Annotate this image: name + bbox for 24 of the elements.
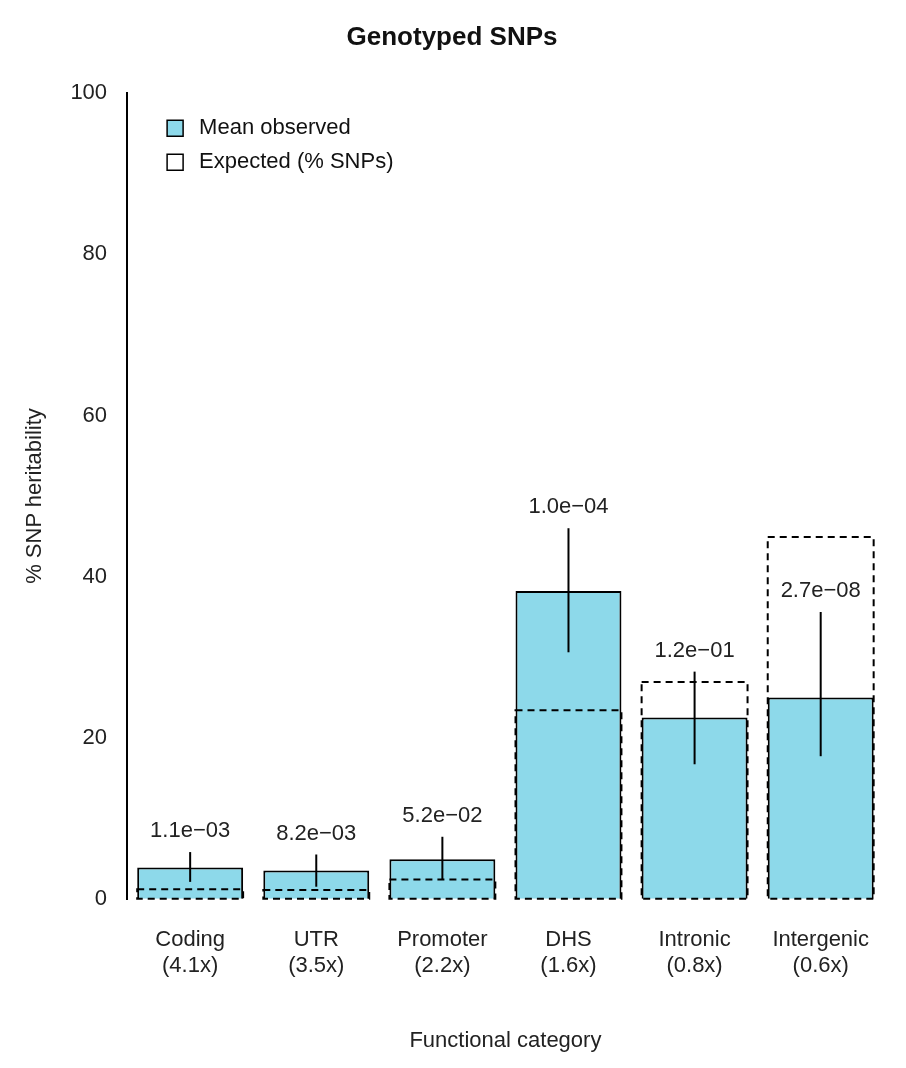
x-tick-label: Intergenic (0.6x)	[772, 926, 869, 978]
x-tick-label: DHS (1.6x)	[540, 926, 597, 978]
y-axis-title: % SNP heritability	[21, 408, 47, 584]
annotation: 1.1e−03	[150, 817, 231, 843]
legend-label: Mean observed	[199, 114, 351, 140]
annotation: 5.2e−02	[402, 801, 483, 827]
y-tick-label: 20	[82, 723, 108, 749]
y-tick-label: 40	[82, 562, 108, 588]
x-axis-title: Functional category	[409, 1026, 602, 1052]
y-tick-label: 60	[82, 401, 108, 427]
x-tick-label: Coding (4.1x)	[155, 926, 226, 978]
x-tick-label: Intronic (0.8x)	[658, 926, 731, 978]
annotation: 1.0e−04	[528, 493, 609, 519]
bar	[766, 536, 875, 900]
x-tick-label: Promoter (2.2x)	[397, 926, 488, 978]
legend-label: Expected (% SNPs)	[199, 148, 394, 174]
y-tick-label: 100	[70, 79, 108, 105]
chart-title: Genotyped SNPs	[346, 20, 558, 51]
annotation: 1.2e−01	[654, 636, 735, 662]
y-tick-label: 80	[82, 240, 108, 266]
x-tick-label: UTR (3.5x)	[288, 926, 345, 978]
y-tick-label: 0	[94, 884, 108, 910]
annotation: 8.2e−03	[276, 819, 357, 845]
annotation: 2.7e−08	[780, 577, 861, 603]
